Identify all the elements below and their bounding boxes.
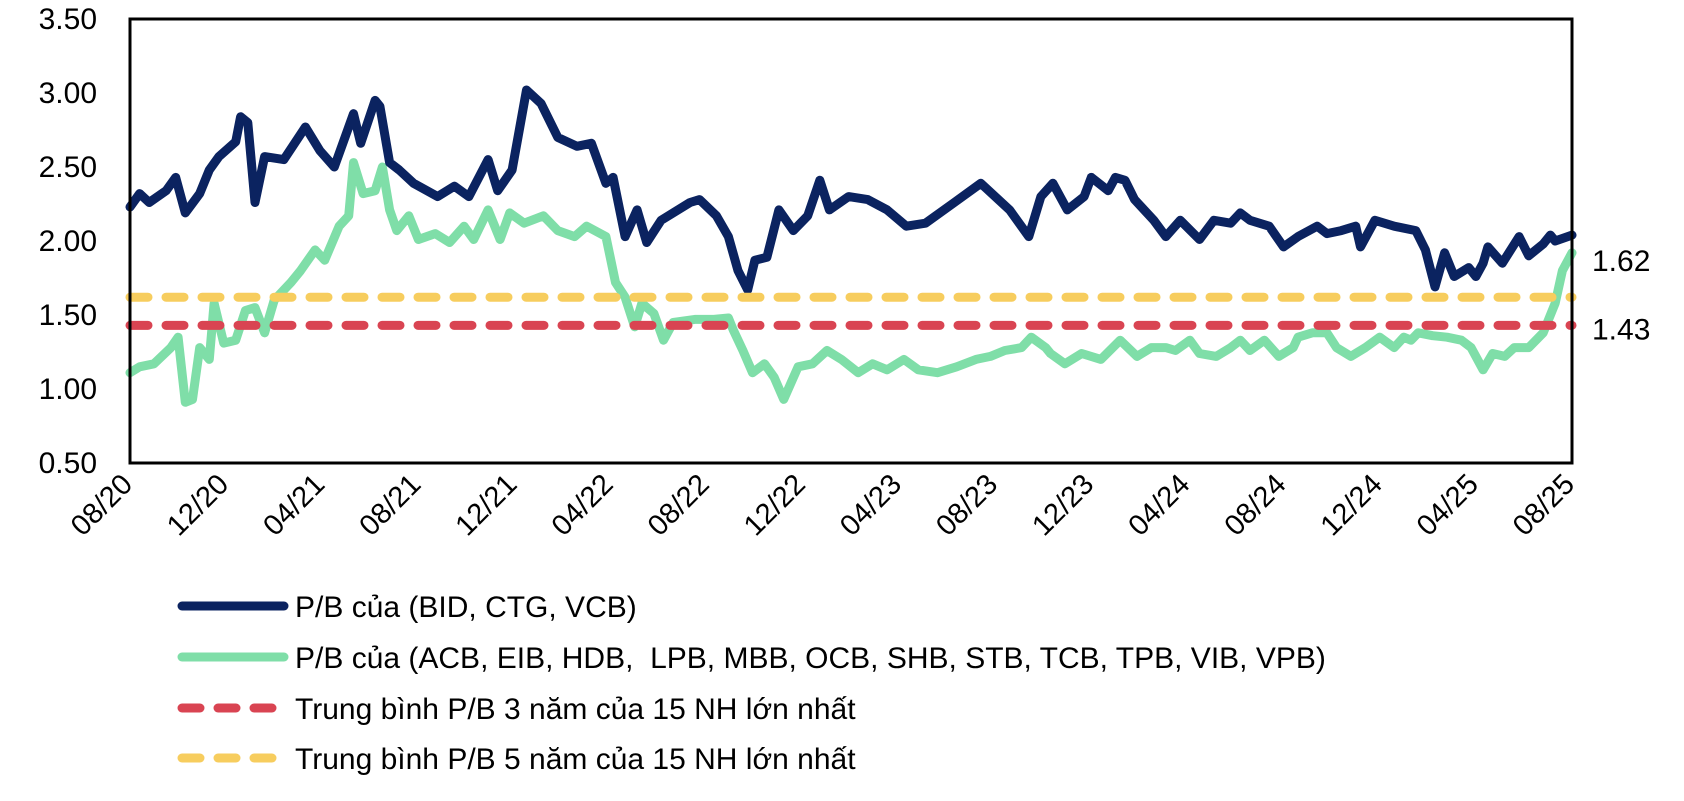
x-axis: 08/20 12/20 04/21 08/21 12/21 04/22 08/22 12/22…: [65, 468, 1581, 542]
x-tick-label: 04/22: [546, 468, 620, 542]
y-tick-label: 2.50: [39, 151, 97, 184]
legend: P/B của (BID, CTG, VCB) P/B của (ACB, EIB…: [177, 591, 1326, 776]
series-line-state-banks: [125, 85, 1577, 295]
x-tick-label: 08/23: [930, 468, 1004, 542]
value-annotation: 1.62: [1592, 245, 1650, 278]
legend-label: P/B của (BID, CTG, VCB): [295, 591, 637, 624]
legend-item: Trung bình P/B 5 năm của 15 NH lớn nhất: [177, 743, 856, 776]
legend-label: Trung bình P/B 3 năm của 15 NH lớn nhất: [295, 693, 856, 726]
x-tick-label: 04/23: [834, 468, 908, 542]
x-tick-label: 12/24: [1315, 468, 1389, 542]
x-tick-label: 12/23: [1026, 468, 1100, 542]
x-tick-label: 12/21: [450, 468, 524, 542]
x-tick-label: 08/24: [1219, 468, 1293, 542]
x-tick-label: 08/25: [1507, 468, 1581, 542]
y-tick-label: 0.50: [39, 447, 97, 480]
legend-item: P/B của (BID, CTG, VCB): [177, 591, 637, 624]
x-tick-label: 12/20: [161, 468, 235, 542]
y-tick-label: 3.00: [39, 77, 97, 110]
y-tick-label: 3.50: [39, 3, 97, 36]
x-tick-label: 04/21: [257, 468, 331, 542]
legend-item: P/B của (ACB, EIB, HDB, LPB, MBB, OCB, S…: [177, 642, 1326, 675]
legend-item: Trung bình P/B 3 năm của 15 NH lớn nhất: [177, 693, 856, 726]
x-tick-label: 04/24: [1122, 468, 1196, 542]
annotations: 1.62 1.43: [1592, 245, 1650, 346]
legend-label: P/B của (ACB, EIB, HDB, LPB, MBB, OCB, S…: [295, 642, 1326, 675]
y-axis: 3.50 3.00 2.50 2.00 1.50 1.00 0.50: [39, 3, 97, 480]
x-tick-label: 08/22: [642, 468, 716, 542]
y-tick-label: 1.00: [39, 373, 97, 406]
y-tick-label: 1.50: [39, 299, 97, 332]
x-tick-label: 04/25: [1411, 468, 1485, 542]
series-line-private-banks: [125, 158, 1577, 407]
x-tick-label: 08/21: [353, 468, 427, 542]
y-tick-label: 2.00: [39, 225, 97, 258]
legend-label: Trung bình P/B 5 năm của 15 NH lớn nhất: [295, 743, 856, 776]
series-layer: [125, 85, 1577, 407]
value-annotation: 1.43: [1592, 313, 1650, 346]
x-tick-label: 12/22: [738, 468, 812, 542]
plot-frame: [128, 17, 1574, 465]
